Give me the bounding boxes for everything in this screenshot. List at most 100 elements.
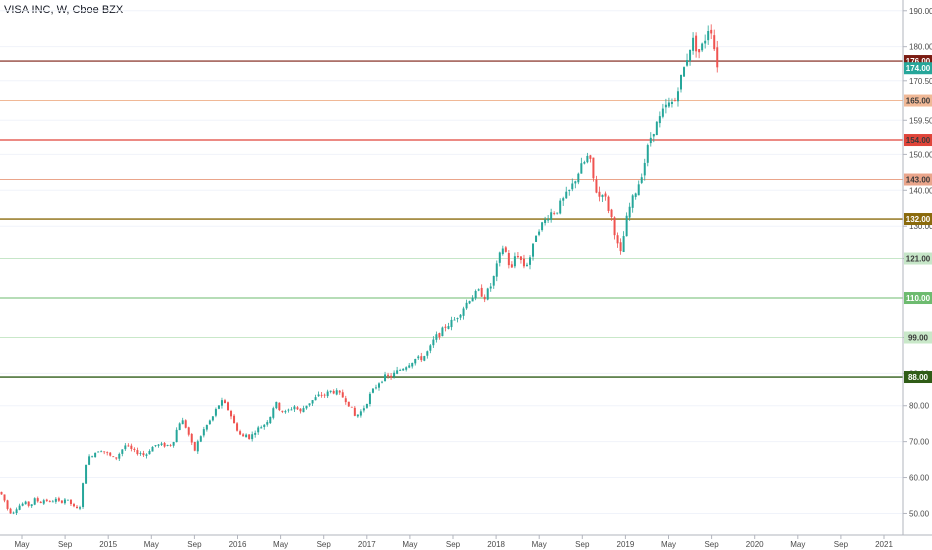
candle-body — [414, 359, 417, 364]
candle-body — [426, 351, 429, 356]
x-tick-label: May — [790, 540, 805, 549]
candle-body — [239, 431, 242, 435]
level-badge-label: 121.00 — [906, 255, 931, 264]
candle-body — [393, 372, 396, 377]
candle-body — [631, 195, 634, 208]
y-tick-label: 180.00 — [909, 43, 932, 52]
candle-body — [227, 402, 229, 411]
candle-body — [193, 441, 196, 451]
candle-body — [676, 91, 679, 102]
candle-body — [595, 179, 598, 193]
candle-body — [510, 264, 513, 268]
candle-body — [480, 287, 483, 297]
candle-body — [97, 451, 100, 453]
candle-body — [667, 102, 670, 107]
candle-body — [710, 29, 713, 34]
level-badge-label: 176.00 — [906, 57, 931, 66]
candle-body — [519, 256, 522, 260]
candle-body — [522, 258, 525, 267]
candle-body — [293, 406, 296, 410]
candle-body — [154, 445, 157, 447]
candle-body — [326, 391, 329, 397]
time-axis[interactable]: May Sep 2015 May Sep 2016 May Sep 2017 May Sep 2018… — [14, 535, 893, 549]
candle-body — [18, 505, 21, 510]
candle-body — [550, 212, 553, 220]
candle-body — [305, 405, 308, 409]
candle-body — [181, 420, 184, 425]
candle-body — [136, 450, 139, 455]
candle-body — [208, 420, 211, 425]
x-tick-label: 2017 — [358, 540, 376, 549]
level-badge-label: 99.00 — [908, 334, 929, 343]
x-tick-label: Sep — [446, 540, 461, 549]
candle-body — [441, 327, 444, 337]
candle-body — [411, 362, 414, 367]
candle-body — [535, 235, 538, 242]
candle-body — [79, 507, 82, 509]
candle-body — [21, 503, 24, 506]
candle-body — [329, 390, 332, 392]
candle-body — [664, 104, 667, 108]
level-badge-label: 110.00 — [906, 294, 931, 303]
candle-body — [356, 414, 359, 417]
candle-body — [396, 370, 399, 374]
candle-body — [323, 394, 326, 396]
candle-body — [254, 432, 257, 435]
candle-body — [586, 155, 589, 163]
candle-body — [54, 498, 57, 502]
candle-body — [196, 441, 199, 452]
candle-body — [112, 456, 115, 458]
candle-body — [205, 424, 208, 430]
candle-body — [121, 449, 124, 454]
level-badge-bg — [904, 213, 932, 226]
candle-body — [6, 500, 9, 509]
candle-body — [45, 499, 48, 501]
candle-body — [622, 236, 625, 252]
level-badge-bg — [904, 94, 932, 107]
candle-body — [85, 464, 88, 484]
candle-body — [399, 370, 402, 371]
candle-body — [94, 452, 97, 458]
candle-body — [308, 403, 311, 406]
candle-body — [532, 243, 535, 257]
candle-body — [601, 194, 604, 197]
candle-body — [716, 47, 719, 68]
candle-body — [287, 409, 290, 411]
candle-body — [698, 49, 701, 53]
candle-body — [568, 189, 571, 191]
candle-body — [257, 427, 260, 433]
candle-body — [547, 218, 550, 221]
candle-body — [652, 134, 655, 137]
candle-body — [42, 500, 45, 504]
candle-body — [592, 157, 595, 179]
candle-body — [353, 407, 356, 416]
candle-body — [166, 444, 169, 446]
candle-body — [169, 444, 172, 446]
chart-title: VISA INC, W, Cboe BZX — [4, 4, 124, 16]
candle-body — [507, 253, 510, 266]
candle-body — [529, 257, 531, 265]
candle-body — [640, 177, 643, 183]
candle-body — [269, 416, 272, 424]
candle-body — [556, 212, 559, 214]
candle-body — [501, 248, 504, 255]
candle-body — [701, 43, 704, 51]
candle-body — [607, 196, 610, 211]
candle-body — [151, 446, 154, 452]
level-badge-bg — [904, 292, 932, 305]
candle-body — [236, 423, 239, 431]
candle-body — [390, 375, 393, 378]
candle-body — [109, 452, 112, 456]
y-tick-label: 80.00 — [909, 402, 930, 411]
candle-body — [444, 326, 447, 328]
candle-body — [175, 429, 178, 443]
candle-body — [245, 434, 248, 438]
candle-body — [223, 400, 226, 404]
x-tick-label: 2015 — [99, 540, 117, 549]
candle-body — [314, 397, 317, 401]
candle-body — [661, 108, 664, 117]
y-tick-label: 50.00 — [909, 509, 930, 518]
candle-body — [39, 501, 42, 504]
candle-body — [713, 35, 716, 50]
